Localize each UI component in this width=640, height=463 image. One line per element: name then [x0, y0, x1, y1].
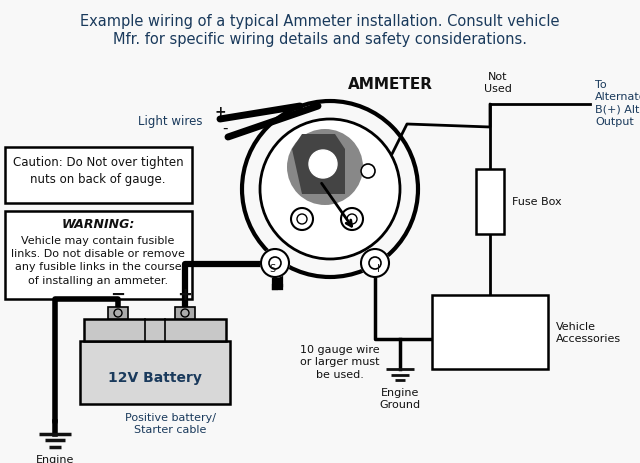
- Text: Not
Used: Not Used: [484, 71, 512, 94]
- Bar: [476, 169, 504, 234]
- Circle shape: [291, 208, 313, 231]
- Text: 10 gauge wire
or larger must
be used.: 10 gauge wire or larger must be used.: [300, 344, 380, 379]
- Polygon shape: [292, 135, 345, 194]
- Text: Mfr. for specific wiring details and safety considerations.: Mfr. for specific wiring details and saf…: [113, 32, 527, 47]
- Text: Caution: Do Not over tighten
nuts on back of gauge.: Caution: Do Not over tighten nuts on bac…: [13, 156, 183, 186]
- Text: Engine
Ground: Engine Ground: [380, 387, 420, 409]
- Text: Light wires: Light wires: [138, 115, 202, 128]
- Circle shape: [341, 208, 363, 231]
- Bar: [175, 307, 195, 319]
- Text: Vehicle
Accessories: Vehicle Accessories: [556, 321, 621, 344]
- Text: Vehicle may contain fusible
links. Do not disable or remove
any fusible links in: Vehicle may contain fusible links. Do no…: [11, 236, 185, 285]
- Circle shape: [260, 120, 400, 259]
- Text: +: +: [177, 285, 193, 303]
- Text: Engine
Ground: Engine Ground: [35, 454, 76, 463]
- Text: Positive battery/
Starter cable: Positive battery/ Starter cable: [125, 412, 216, 434]
- Bar: [5, 148, 192, 204]
- Circle shape: [361, 165, 375, 179]
- Text: To
Alternator
B(+) Alt.
Output: To Alternator B(+) Alt. Output: [595, 80, 640, 127]
- Circle shape: [261, 250, 289, 277]
- Text: +: +: [214, 105, 226, 119]
- Circle shape: [287, 130, 363, 206]
- Bar: [84, 319, 226, 341]
- Text: 12V Battery: 12V Battery: [108, 370, 202, 384]
- Text: −: −: [111, 285, 125, 303]
- Text: S: S: [269, 263, 275, 274]
- Circle shape: [361, 250, 389, 277]
- Text: I: I: [376, 263, 380, 274]
- Text: WARNING:: WARNING:: [61, 218, 134, 231]
- Bar: [5, 212, 192, 300]
- Text: Fuse Box: Fuse Box: [512, 197, 562, 206]
- Bar: [80, 341, 230, 404]
- Bar: [108, 307, 128, 319]
- Bar: [432, 295, 548, 369]
- Text: -: -: [222, 120, 228, 135]
- Circle shape: [309, 150, 337, 179]
- Text: Example wiring of a typical Ammeter installation. Consult vehicle: Example wiring of a typical Ammeter inst…: [80, 14, 560, 29]
- Text: AMMETER: AMMETER: [348, 77, 433, 92]
